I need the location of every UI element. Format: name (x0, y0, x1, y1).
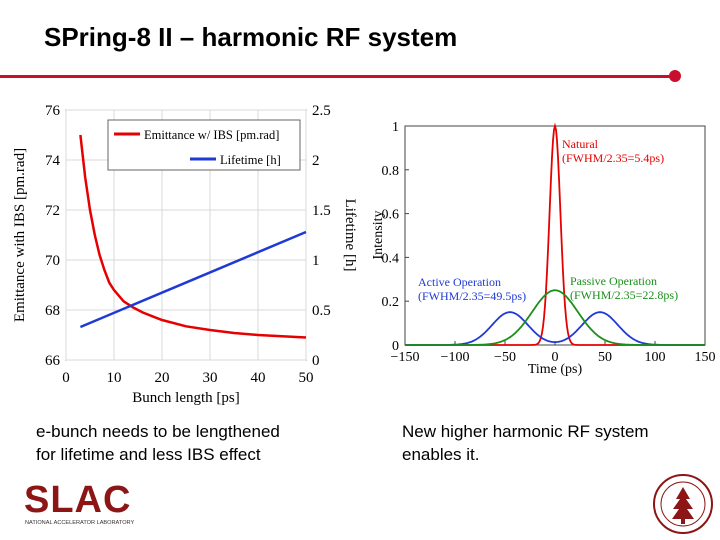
title-underline (0, 75, 676, 78)
chart1-y2label: Lifetime [h] (342, 199, 358, 272)
chart1-y2tick-label: 2.5 (312, 103, 331, 119)
chart1-y2tick-label: 1 (312, 253, 320, 269)
chart1-ytick-label: 72 (45, 203, 60, 219)
chart1-xtick-label: 0 (62, 370, 70, 386)
chart1-ylabel: Emittance with IBS [pm.rad] (12, 148, 28, 322)
annotation-passive-title: Passive Operation (570, 274, 657, 288)
caption-right: New higher harmonic RF system enables it… (402, 422, 649, 464)
slac-logo-text: SLAC (24, 479, 131, 521)
chart2-ytick-label: 1 (392, 120, 399, 135)
chart1-ytick-label: 68 (45, 303, 60, 319)
chart2-xtick-label: −50 (494, 350, 516, 365)
chart1-legend: Emittance w/ IBS [pm.rad] Lifetime [h] (107, 119, 301, 171)
series-lifetime-line (79, 230, 307, 329)
title-underline-dot (669, 70, 681, 82)
chart2-xtick-label: 0 (552, 350, 559, 365)
chart1-ytick-label: 66 (45, 353, 61, 369)
chart1-ytick-label: 76 (45, 103, 61, 119)
chart1-y2tick-label: 0 (312, 353, 320, 369)
bunch-profile-chart: −150 −100 −50 0 50 100 150 0 0.2 0.4 0.6 0.8 1 Natur… (371, 120, 716, 377)
chart1-y2tick-label: 2 (312, 153, 320, 169)
page-title: SPring-8 II – harmonic RF system (44, 22, 458, 52)
chart2-ytick-label: 0.4 (382, 251, 400, 266)
chart2-xlabel: Time (ps) (528, 362, 583, 377)
series-passive-line (405, 289, 705, 346)
annotation-active-title: Active Operation (418, 275, 501, 289)
chart2-ytick-label: 0.2 (382, 295, 400, 310)
chart1-y2tick-label: 1.5 (312, 203, 331, 219)
chart1-ytick-label: 70 (45, 253, 60, 269)
chart2-xtick-label: 50 (598, 350, 612, 365)
chart1-ytick-label: 74 (45, 153, 61, 169)
slac-logo: SLAC NATIONAL ACCELERATOR LABORATORY (24, 479, 134, 526)
chart1-xtick-label: 20 (155, 370, 170, 386)
chart1-legend-box (107, 119, 301, 171)
chart2-ytick-label: 0.6 (382, 208, 400, 223)
stanford-seal-icon (653, 474, 713, 534)
chart2-xtick-label: 150 (695, 350, 716, 365)
chart1-xtick-label: 40 (251, 370, 266, 386)
chart2-xtick-label: 100 (645, 350, 666, 365)
legend-label-emittance: Emittance w/ IBS [pm.rad] (144, 128, 279, 142)
chart2-ylabel: Intensity (371, 211, 386, 260)
chart1-xtick-label: 50 (299, 370, 314, 386)
chart2-xtick-label: −100 (441, 350, 470, 365)
chart2-ytick-label: 0 (392, 339, 399, 354)
chart1-xtick-label: 10 (107, 370, 122, 386)
caption-left: e-bunch needs to be lengthened for lifet… (36, 422, 280, 464)
chart2-ytick-label: 0.8 (382, 164, 400, 179)
emittance-lifetime-chart: 0 10 20 30 40 50 66 68 70 72 74 76 0 0.5 1 1.5 2 2.5 Emit… (12, 103, 358, 406)
chart2-frame (404, 125, 706, 346)
chart1-xlabel: Bunch length [ps] (132, 390, 239, 406)
annotation-passive-detail: (FWHM/2.35=22.8ps) (570, 288, 678, 302)
slac-logo-subtitle: NATIONAL ACCELERATOR LABORATORY (25, 520, 134, 526)
chart1-y2tick-label: 0.5 (312, 303, 331, 319)
annotation-active-detail: (FWHM/2.35=49.5ps) (418, 289, 526, 303)
annotation-natural-title: Natural (562, 137, 599, 151)
annotation-natural-detail: (FWHM/2.35=5.4ps) (562, 151, 664, 165)
series-emittance-line (79, 134, 307, 339)
chart1-xtick-label: 30 (203, 370, 218, 386)
legend-label-lifetime: Lifetime [h] (220, 153, 281, 167)
chart2-xtick-label: −150 (391, 350, 420, 365)
